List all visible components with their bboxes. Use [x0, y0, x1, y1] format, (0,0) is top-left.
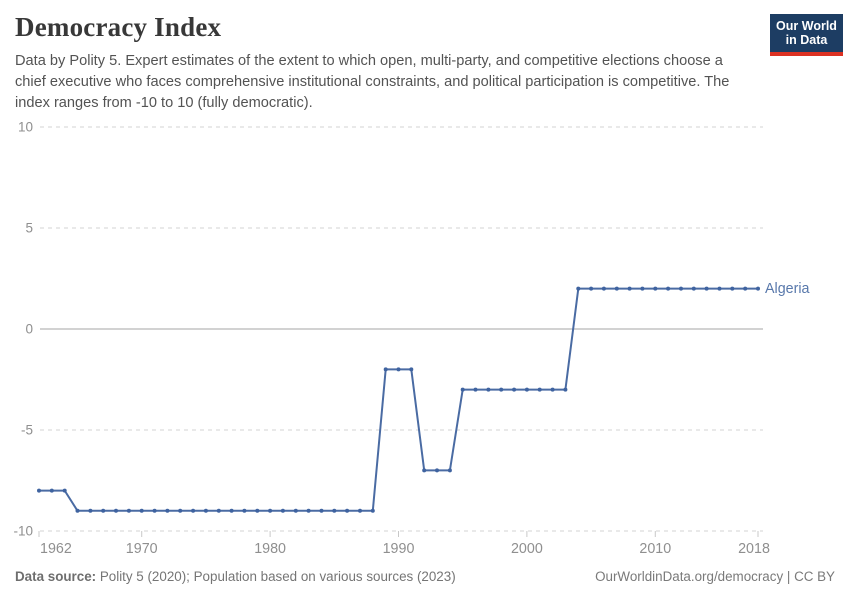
data-point-1981: [280, 508, 285, 513]
chart-footer: Data source: Polity 5 (2020); Population…: [15, 569, 835, 584]
x-axis-label-2000: 2000: [511, 541, 543, 557]
data-point-1994: [447, 468, 452, 473]
data-point-1997: [486, 387, 491, 392]
owid-logo-line2: in Data: [785, 33, 828, 47]
data-point-1980: [268, 508, 273, 513]
data-point-2003: [563, 387, 568, 392]
subtitle-line: Data by Polity 5. Expert estimates of th…: [15, 53, 723, 69]
data-point-2011: [666, 286, 671, 291]
data-point-1970: [139, 508, 144, 513]
data-point-1986: [345, 508, 350, 513]
data-point-1991: [409, 367, 414, 372]
page-title: Democracy Index: [15, 12, 222, 42]
data-point-1974: [191, 508, 196, 513]
subtitle-line: index ranges from -10 to 10 (fully democ…: [15, 95, 313, 111]
data-point-2008: [627, 286, 632, 291]
data-point-1987: [358, 508, 362, 513]
data-point-2002: [550, 387, 555, 392]
data-point-1999: [512, 387, 517, 392]
data-point-1979: [255, 508, 260, 513]
data-point-2017: [743, 286, 748, 291]
data-point-1967: [101, 508, 106, 513]
data-point-1993: [435, 468, 439, 473]
data-point-1976: [216, 508, 221, 513]
x-axis-label-2010: 2010: [639, 541, 671, 557]
data-point-1968: [114, 508, 118, 513]
data-point-1972: [165, 508, 170, 513]
data-point-1992: [422, 468, 427, 473]
data-point-2012: [679, 286, 683, 291]
y-axis-label--5: -5: [21, 423, 33, 438]
data-point-2005: [589, 286, 594, 291]
data-point-2018: [756, 286, 760, 291]
y-axis-label-0: 0: [25, 322, 33, 337]
x-axis-label-1962: 1962: [40, 541, 72, 557]
y-axis-label--10: -10: [13, 524, 33, 539]
data-point-1965: [75, 508, 80, 513]
data-point-1984: [319, 508, 324, 513]
y-axis-label-5: 5: [25, 221, 33, 236]
data-point-1963: [49, 488, 54, 493]
y-axis-label-10: 10: [18, 120, 33, 135]
data-point-1983: [306, 508, 311, 513]
data-point-1990: [396, 367, 401, 372]
data-point-1971: [152, 508, 157, 513]
algeria-line-series: [38, 287, 759, 512]
data-point-2009: [640, 286, 645, 291]
x-axis-label-2018: 2018: [738, 541, 770, 557]
data-point-1975: [203, 508, 208, 513]
data-point-1962: [37, 488, 41, 493]
data-point-1985: [332, 508, 337, 513]
data-point-1998: [499, 387, 504, 392]
data-point-1966: [88, 508, 93, 513]
chart-subtitle: Data by Polity 5. Expert estimates of th…: [15, 51, 775, 114]
owid-logo-line1: Our World: [776, 19, 837, 33]
x-axis-label-1990: 1990: [383, 541, 415, 557]
data-point-2001: [537, 387, 542, 392]
data-source-note: Data source: Polity 5 (2020); Population…: [15, 569, 456, 584]
data-point-1995: [460, 387, 465, 392]
x-axis-label-1970: 1970: [126, 541, 158, 557]
data-point-1988: [370, 508, 375, 513]
data-point-1996: [473, 387, 478, 392]
data-point-2014: [704, 286, 709, 291]
x-axis-label-1980: 1980: [254, 541, 286, 557]
data-point-1989: [383, 367, 388, 372]
data-point-2000: [524, 387, 529, 392]
data-point-1969: [126, 508, 131, 513]
data-point-2015: [717, 286, 722, 291]
data-point-2010: [653, 286, 658, 291]
data-point-2016: [730, 286, 735, 291]
credit-link[interactable]: OurWorldinData.org/democracy | CC BY: [595, 569, 835, 584]
owid-logo[interactable]: Our World in Data: [770, 14, 843, 56]
data-point-2004: [576, 286, 581, 291]
data-point-1973: [178, 508, 183, 513]
data-point-1964: [62, 488, 67, 493]
data-point-2006: [601, 286, 606, 291]
data-point-1978: [242, 508, 247, 513]
data-source-text: Polity 5 (2020); Population based on var…: [96, 569, 456, 584]
data-point-2013: [691, 286, 696, 291]
data-point-1977: [229, 508, 234, 513]
entity-label-algeria[interactable]: Algeria: [765, 281, 810, 297]
data-point-1982: [293, 508, 298, 513]
subtitle-line: chief executive who faces comprehensive …: [15, 74, 730, 90]
data-source-label: Data source:: [15, 569, 97, 584]
data-point-2007: [614, 286, 619, 291]
